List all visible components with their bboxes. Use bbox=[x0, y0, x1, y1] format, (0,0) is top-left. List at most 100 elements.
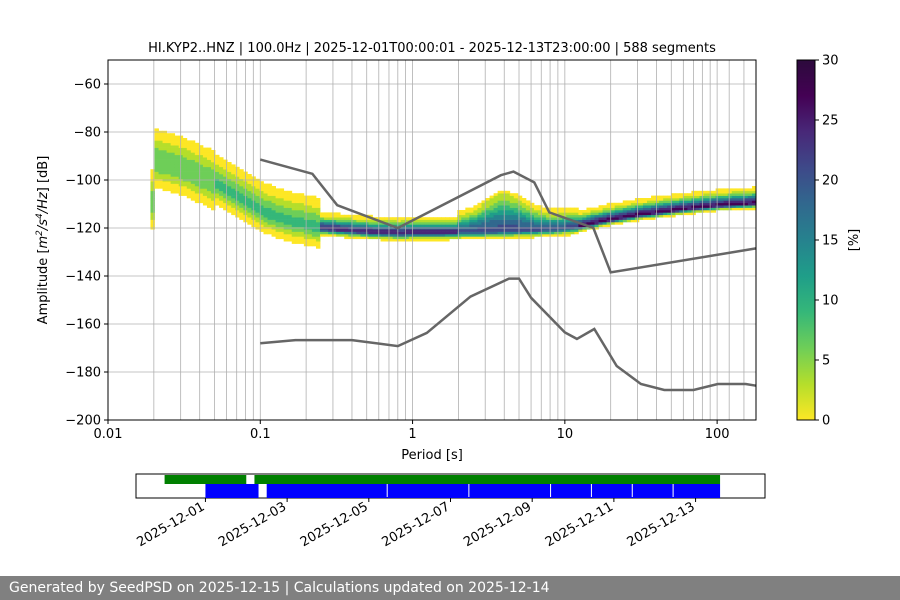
psd-cell bbox=[247, 212, 252, 216]
psd-cell bbox=[186, 193, 192, 196]
psd-cell bbox=[166, 147, 172, 151]
psd-cell bbox=[259, 222, 264, 225]
psd-cell bbox=[287, 219, 293, 223]
psd-cell bbox=[529, 224, 535, 228]
psd-cell bbox=[655, 205, 660, 208]
psd-cell bbox=[392, 234, 398, 237]
psd-cell bbox=[263, 193, 268, 196]
psd-cell bbox=[659, 198, 664, 201]
psd-cell bbox=[320, 212, 325, 216]
psd-cell bbox=[291, 229, 297, 232]
psd-cell bbox=[206, 171, 212, 175]
psd-cell bbox=[469, 236, 474, 240]
psd-cell bbox=[198, 181, 204, 184]
psd-cell bbox=[190, 176, 196, 180]
psd-cell bbox=[404, 219, 410, 223]
psd-cell bbox=[287, 200, 293, 204]
psd-cell bbox=[239, 181, 244, 184]
psd-cell bbox=[517, 236, 523, 240]
psd-cell bbox=[219, 157, 224, 160]
psd-cell bbox=[194, 169, 200, 172]
psd-cell bbox=[348, 234, 353, 237]
psd-cell bbox=[618, 205, 624, 208]
psd-cell bbox=[194, 186, 200, 189]
psd-cell bbox=[182, 181, 188, 184]
psd-cell bbox=[239, 198, 244, 201]
psd-cell bbox=[162, 188, 167, 192]
psd-cell bbox=[174, 142, 180, 146]
psd-cell bbox=[396, 229, 402, 232]
psd-cell bbox=[223, 200, 228, 204]
psd-cell bbox=[420, 217, 426, 220]
psd-cell bbox=[162, 164, 167, 168]
psd-cell bbox=[509, 198, 515, 201]
psd-cell bbox=[711, 195, 717, 199]
psd-cell bbox=[388, 229, 394, 232]
psd-cell bbox=[279, 224, 285, 228]
psd-cell bbox=[505, 212, 511, 216]
psd-cell bbox=[271, 200, 276, 204]
psd-cell bbox=[235, 195, 240, 199]
psd-cell bbox=[275, 224, 281, 228]
psd-cell bbox=[174, 135, 180, 139]
psd-cell bbox=[715, 195, 721, 199]
psd-cell bbox=[271, 219, 276, 223]
psd-cell bbox=[170, 176, 176, 180]
psd-cell bbox=[751, 186, 757, 189]
psd-cell bbox=[202, 202, 208, 206]
psd-cell bbox=[190, 166, 196, 170]
psd-cell bbox=[408, 229, 414, 232]
psd-cell bbox=[328, 217, 333, 220]
psd-cell bbox=[542, 224, 547, 228]
psd-cell bbox=[170, 183, 176, 187]
psd-cell bbox=[626, 217, 632, 220]
psd-cell bbox=[275, 219, 281, 223]
psd-cell bbox=[566, 207, 571, 211]
psd-cell bbox=[255, 224, 260, 228]
psd-cell bbox=[542, 217, 547, 220]
psd-cell bbox=[344, 224, 349, 228]
psd-cell bbox=[206, 190, 212, 194]
psd-cell bbox=[295, 198, 301, 201]
psd-cell bbox=[509, 219, 515, 223]
psd-cell bbox=[408, 224, 414, 228]
psd-cell bbox=[533, 217, 539, 220]
psd-cell bbox=[259, 214, 264, 218]
psd-cell bbox=[566, 231, 571, 235]
psd-cell bbox=[392, 217, 398, 220]
psd-cell bbox=[429, 229, 434, 232]
psd-cell bbox=[150, 217, 155, 220]
psd-cell bbox=[190, 150, 196, 153]
psd-cell bbox=[231, 195, 236, 199]
psd-cell bbox=[485, 200, 490, 204]
psd-cell bbox=[659, 210, 664, 213]
psd-cell bbox=[271, 222, 276, 225]
psd-cell bbox=[489, 198, 494, 201]
colorbar-tick-label: 0 bbox=[822, 414, 830, 429]
psd-cell bbox=[231, 210, 236, 213]
psd-cell bbox=[320, 219, 325, 223]
psd-cell bbox=[158, 138, 163, 141]
psd-cell bbox=[614, 219, 620, 223]
psd-cell bbox=[433, 219, 438, 223]
psd-cell bbox=[647, 207, 652, 211]
psd-cell bbox=[267, 205, 272, 208]
psd-cell bbox=[513, 231, 519, 235]
psd-cell bbox=[328, 229, 333, 232]
psd-cell bbox=[457, 214, 462, 218]
psd-cell bbox=[477, 212, 482, 216]
psd-cell bbox=[699, 190, 704, 194]
psd-cell bbox=[211, 186, 216, 189]
psd-cell bbox=[283, 207, 289, 211]
psd-cell bbox=[505, 219, 511, 223]
psd-cell bbox=[497, 205, 503, 208]
psd-cell bbox=[424, 231, 430, 235]
psd-cell bbox=[441, 238, 446, 242]
psd-cell bbox=[493, 202, 499, 206]
psd-cell bbox=[219, 202, 224, 206]
psd-cell bbox=[279, 210, 285, 213]
psd-cell bbox=[198, 164, 204, 168]
psd-cell bbox=[235, 193, 240, 196]
psd-cell bbox=[202, 154, 208, 158]
psd-cell bbox=[190, 174, 196, 177]
